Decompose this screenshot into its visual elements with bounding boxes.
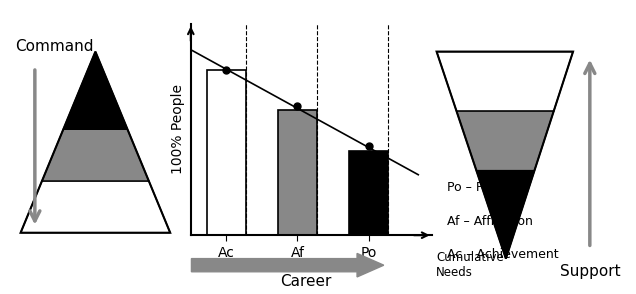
Polygon shape (64, 52, 127, 129)
Polygon shape (457, 111, 554, 171)
Text: Command: Command (15, 39, 93, 54)
Bar (207, 70, 246, 235)
Text: Support: Support (560, 264, 620, 279)
Text: Ac – Achievement: Ac – Achievement (447, 248, 559, 261)
Bar (278, 110, 317, 235)
Text: Career: Career (280, 274, 332, 289)
Polygon shape (437, 52, 573, 111)
Bar (349, 151, 388, 235)
Polygon shape (476, 171, 534, 259)
Y-axis label: 100% People: 100% People (171, 84, 185, 174)
FancyArrow shape (191, 253, 384, 277)
Text: Af – Affiliation: Af – Affiliation (447, 215, 533, 228)
Polygon shape (42, 129, 149, 181)
Polygon shape (20, 181, 170, 233)
Text: Cumulative
Needs: Cumulative Needs (436, 251, 504, 279)
Text: Po – Power: Po – Power (447, 181, 514, 194)
